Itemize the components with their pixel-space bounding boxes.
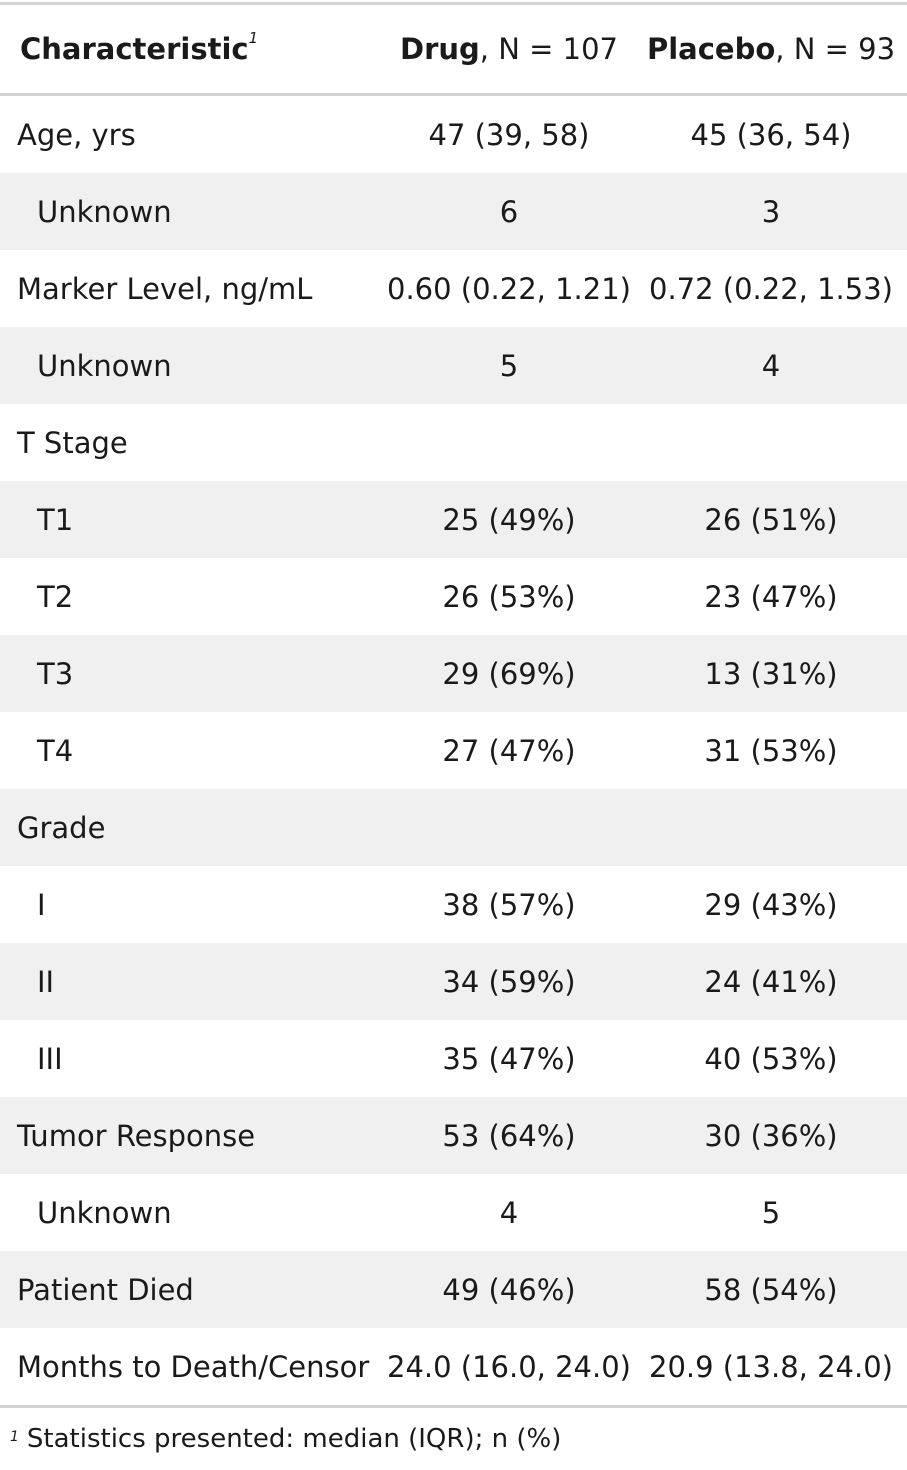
row-label: T2 (37, 579, 74, 614)
row-label: Months to Death/Censor (17, 1349, 370, 1384)
header-separator (0, 93, 907, 96)
drug-cell: 38 (57%) (442, 887, 576, 922)
table-bottom-rule (0, 1405, 907, 1408)
row-label: Unknown (37, 194, 172, 229)
header-drug-name: Drug (400, 32, 480, 66)
table-footnote: 1 Statistics presented: median (IQR); n (… (0, 1408, 907, 1470)
row-label: Marker Level, ng/mL (17, 271, 313, 306)
table-row: Marker Level, ng/mL 0.60 (0.22, 1.21) 0.… (0, 250, 907, 327)
row-label: T1 (37, 502, 74, 537)
placebo-cell: 5 (761, 1195, 781, 1230)
header-placebo: Placebo, N = 93 (635, 32, 907, 66)
placebo-cell: 45 (36, 54) (690, 117, 852, 152)
table-row: Months to Death/Censor 24.0 (16.0, 24.0)… (0, 1328, 907, 1405)
row-label: I (37, 887, 46, 922)
table-row: T3 29 (69%) 13 (31%) (0, 635, 907, 712)
row-label: II (37, 964, 55, 999)
row-label: Grade (17, 810, 106, 845)
drug-cell: 53 (64%) (442, 1118, 576, 1153)
table-row: Unknown 5 4 (0, 327, 907, 404)
placebo-cell: 20.9 (13.8, 24.0) (649, 1349, 893, 1384)
table-row: Patient Died 49 (46%) 58 (54%) (0, 1251, 907, 1328)
row-label: Unknown (37, 348, 172, 383)
header-placebo-n: , N = 93 (775, 32, 896, 66)
row-label: Tumor Response (17, 1118, 256, 1153)
header-drug-n: , N = 107 (479, 32, 618, 66)
table-row: I 38 (57%) 29 (43%) (0, 866, 907, 943)
drug-cell: 4 (499, 1195, 519, 1230)
row-label: Age, yrs (17, 117, 136, 152)
placebo-cell: 31 (53%) (704, 733, 838, 768)
drug-cell: 25 (49%) (442, 502, 576, 537)
row-label: III (37, 1041, 63, 1076)
placebo-cell: 30 (36%) (704, 1118, 838, 1153)
drug-cell: 34 (59%) (442, 964, 576, 999)
table-header-row: Characteristic1 Drug, N = 107 Placebo, N… (0, 5, 907, 93)
placebo-cell: 26 (51%) (704, 502, 838, 537)
table-row: T Stage (0, 404, 907, 481)
drug-cell: 5 (499, 348, 519, 383)
drug-cell: 0.60 (0.22, 1.21) (387, 271, 631, 306)
placebo-cell: 58 (54%) (704, 1272, 838, 1307)
table-body: Age, yrs 47 (39, 58) 45 (36, 54) Unknown… (0, 96, 907, 1405)
drug-cell: 26 (53%) (442, 579, 576, 614)
drug-cell: 49 (46%) (442, 1272, 576, 1307)
placebo-cell: 3 (761, 194, 781, 229)
row-label: T4 (37, 733, 74, 768)
header-characteristic: Characteristic1 (0, 29, 383, 66)
placebo-cell: 29 (43%) (704, 887, 838, 922)
drug-cell: 47 (39, 58) (428, 117, 590, 152)
table-row: Grade (0, 789, 907, 866)
row-label: Unknown (37, 1195, 172, 1230)
table-top-rule (0, 2, 907, 5)
table-row: Unknown 6 3 (0, 173, 907, 250)
placebo-cell: 4 (761, 348, 781, 383)
placebo-cell: 24 (41%) (704, 964, 838, 999)
table-row: Age, yrs 47 (39, 58) 45 (36, 54) (0, 96, 907, 173)
placebo-cell: 23 (47%) (704, 579, 838, 614)
table-row: T1 25 (49%) 26 (51%) (0, 481, 907, 558)
table-row: III 35 (47%) 40 (53%) (0, 1020, 907, 1097)
placebo-cell: 13 (31%) (704, 656, 838, 691)
header-placebo-name: Placebo (646, 32, 776, 66)
table-row: Tumor Response 53 (64%) 30 (36%) (0, 1097, 907, 1174)
row-label: Patient Died (17, 1272, 194, 1307)
table-row: T2 26 (53%) 23 (47%) (0, 558, 907, 635)
table-row: Unknown 4 5 (0, 1174, 907, 1251)
header-footnote-marker: 1 (248, 29, 259, 47)
header-drug: Drug, N = 107 (383, 32, 635, 66)
drug-cell: 6 (499, 194, 519, 229)
table-row: II 34 (59%) 24 (41%) (0, 943, 907, 1020)
header-characteristic-text: Characteristic (20, 32, 249, 66)
footnote-text: Statistics presented: median (IQR); n (%… (26, 1424, 562, 1454)
placebo-cell: 0.72 (0.22, 1.53) (649, 271, 893, 306)
drug-cell: 27 (47%) (442, 733, 576, 768)
row-label: T Stage (17, 425, 128, 460)
table-row: T4 27 (47%) 31 (53%) (0, 712, 907, 789)
drug-cell: 24.0 (16.0, 24.0) (387, 1349, 631, 1384)
drug-cell: 29 (69%) (442, 656, 576, 691)
placebo-cell: 40 (53%) (704, 1041, 838, 1076)
footnote-marker: 1 (10, 1429, 19, 1445)
drug-cell: 35 (47%) (442, 1041, 576, 1076)
row-label: T3 (37, 656, 74, 691)
